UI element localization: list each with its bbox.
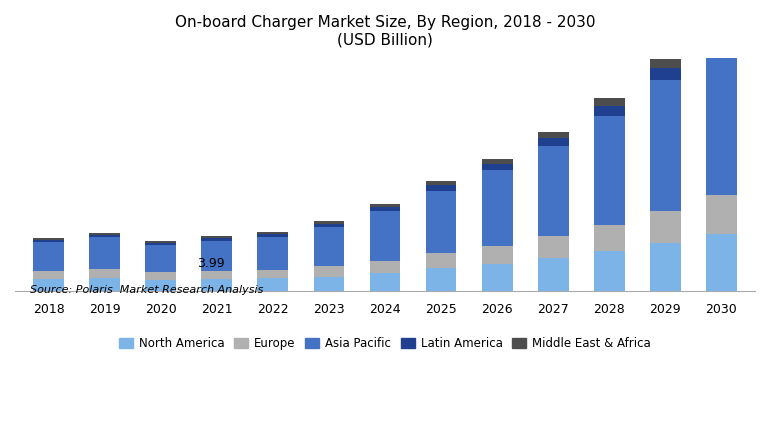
Bar (482, 246, 513, 264)
Bar (313, 266, 344, 277)
Bar (33, 242, 64, 271)
Bar (537, 146, 568, 236)
Bar (706, 12, 737, 24)
Bar (89, 235, 120, 237)
Bar (257, 278, 288, 291)
Text: Source: Polaris  Market Research Analysis: Source: Polaris Market Research Analysis (30, 285, 263, 296)
Bar (33, 238, 64, 240)
Bar (426, 190, 457, 253)
Bar (594, 116, 624, 225)
Bar (202, 279, 233, 291)
Bar (370, 204, 400, 207)
Bar (370, 207, 400, 211)
Bar (537, 258, 568, 291)
Bar (650, 68, 681, 80)
Bar (537, 132, 568, 138)
Bar (146, 241, 176, 243)
Bar (257, 232, 288, 234)
Bar (146, 272, 176, 280)
Bar (257, 234, 288, 237)
Bar (33, 240, 64, 242)
Bar (257, 237, 288, 270)
Bar (482, 264, 513, 291)
Bar (537, 236, 568, 258)
Bar (89, 233, 120, 235)
Bar (89, 269, 120, 278)
Bar (370, 260, 400, 273)
Bar (146, 280, 176, 291)
Title: On-board Charger Market Size, By Region, 2018 - 2030
(USD Billion): On-board Charger Market Size, By Region,… (175, 15, 595, 47)
Bar (650, 211, 681, 243)
Bar (89, 278, 120, 291)
Bar (313, 227, 344, 266)
Bar (650, 243, 681, 291)
Bar (370, 211, 400, 260)
Bar (313, 277, 344, 291)
Bar (202, 241, 233, 272)
Bar (482, 170, 513, 246)
Bar (594, 251, 624, 291)
Legend: North America, Europe, Asia Pacific, Latin America, Middle East & Africa: North America, Europe, Asia Pacific, Lat… (115, 332, 655, 355)
Text: 3.99: 3.99 (197, 257, 225, 270)
Bar (482, 159, 513, 164)
Bar (202, 239, 233, 241)
Bar (33, 271, 64, 279)
Bar (370, 273, 400, 291)
Bar (257, 270, 288, 278)
Bar (650, 80, 681, 211)
Bar (146, 245, 176, 272)
Bar (706, 24, 737, 38)
Bar (426, 181, 457, 185)
Bar (706, 38, 737, 195)
Bar (146, 243, 176, 245)
Bar (650, 59, 681, 68)
Bar (33, 279, 64, 291)
Bar (537, 138, 568, 146)
Bar (594, 225, 624, 251)
Bar (426, 253, 457, 268)
Bar (594, 106, 624, 116)
Bar (426, 268, 457, 291)
Bar (313, 221, 344, 224)
Bar (89, 237, 120, 269)
Bar (594, 98, 624, 106)
Bar (706, 195, 737, 234)
Bar (482, 164, 513, 170)
Bar (706, 234, 737, 291)
Bar (202, 236, 233, 239)
Bar (426, 185, 457, 190)
Bar (202, 272, 233, 279)
Bar (313, 224, 344, 227)
